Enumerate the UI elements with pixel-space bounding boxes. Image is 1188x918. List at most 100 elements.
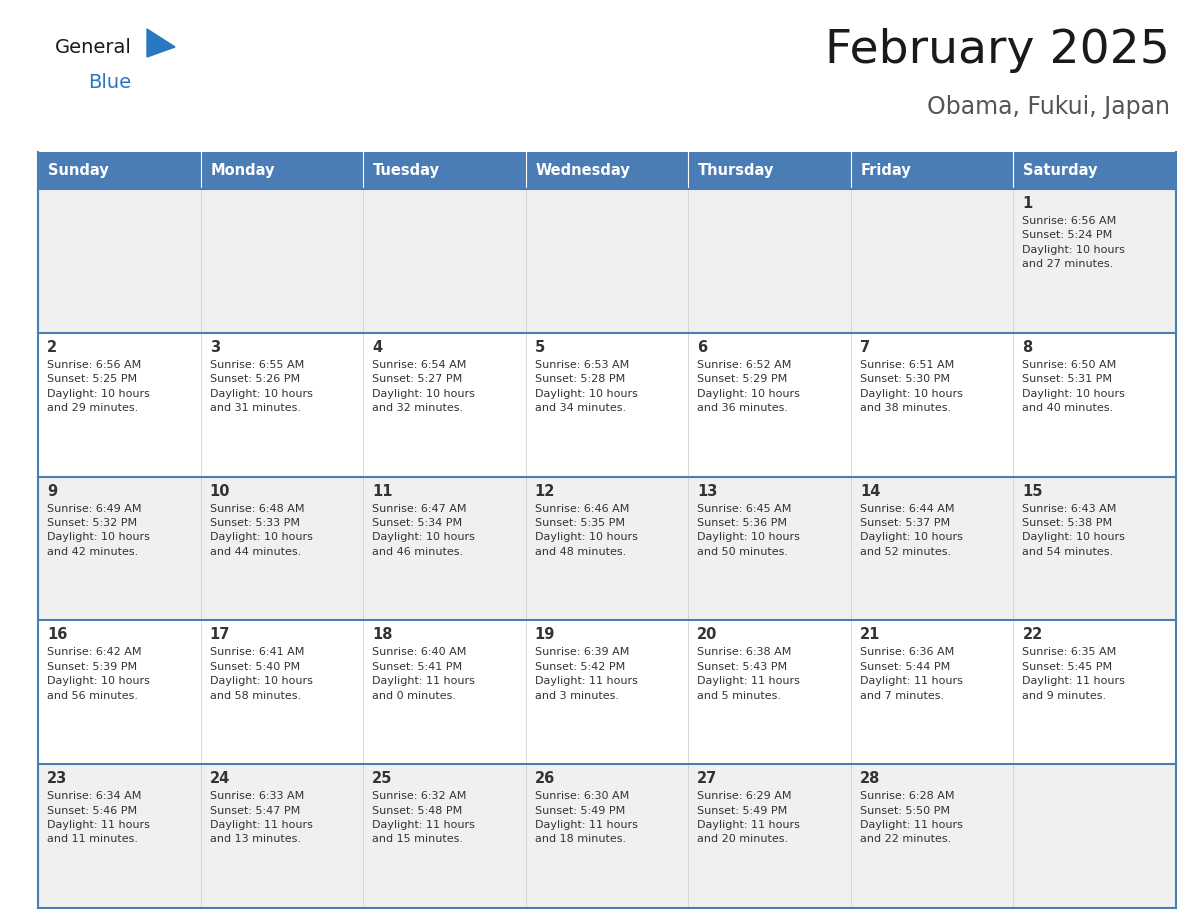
Bar bbox=[526, 333, 688, 476]
Bar bbox=[364, 189, 526, 333]
Text: 2: 2 bbox=[48, 340, 57, 354]
Bar bbox=[688, 621, 851, 764]
Text: 1: 1 bbox=[1023, 196, 1032, 211]
Text: 12: 12 bbox=[535, 484, 555, 498]
Bar bbox=[688, 152, 851, 189]
Bar bbox=[201, 189, 364, 333]
Bar bbox=[1013, 621, 1176, 764]
Polygon shape bbox=[147, 29, 175, 57]
Text: 9: 9 bbox=[48, 484, 57, 498]
Bar bbox=[851, 476, 1013, 621]
Bar bbox=[38, 764, 201, 908]
Bar bbox=[688, 333, 851, 476]
Text: 21: 21 bbox=[860, 627, 880, 643]
Bar bbox=[201, 333, 364, 476]
Text: 28: 28 bbox=[860, 771, 880, 786]
Text: 15: 15 bbox=[1023, 484, 1043, 498]
Text: Sunrise: 6:48 AM
Sunset: 5:33 PM
Daylight: 10 hours
and 44 minutes.: Sunrise: 6:48 AM Sunset: 5:33 PM Dayligh… bbox=[209, 504, 312, 557]
Text: Sunrise: 6:38 AM
Sunset: 5:43 PM
Daylight: 11 hours
and 5 minutes.: Sunrise: 6:38 AM Sunset: 5:43 PM Dayligh… bbox=[697, 647, 801, 700]
Text: Thursday: Thursday bbox=[699, 163, 775, 178]
Text: 4: 4 bbox=[372, 340, 383, 354]
Text: General: General bbox=[55, 38, 132, 57]
Text: Sunrise: 6:43 AM
Sunset: 5:38 PM
Daylight: 10 hours
and 54 minutes.: Sunrise: 6:43 AM Sunset: 5:38 PM Dayligh… bbox=[1023, 504, 1125, 557]
Bar bbox=[364, 764, 526, 908]
Bar bbox=[526, 476, 688, 621]
Bar bbox=[364, 333, 526, 476]
Text: 17: 17 bbox=[209, 627, 230, 643]
Bar bbox=[688, 476, 851, 621]
Text: 11: 11 bbox=[372, 484, 393, 498]
Text: Obama, Fukui, Japan: Obama, Fukui, Japan bbox=[927, 95, 1170, 119]
Text: Sunrise: 6:29 AM
Sunset: 5:49 PM
Daylight: 11 hours
and 20 minutes.: Sunrise: 6:29 AM Sunset: 5:49 PM Dayligh… bbox=[697, 791, 801, 845]
Text: Sunrise: 6:53 AM
Sunset: 5:28 PM
Daylight: 10 hours
and 34 minutes.: Sunrise: 6:53 AM Sunset: 5:28 PM Dayligh… bbox=[535, 360, 638, 413]
Text: Sunrise: 6:34 AM
Sunset: 5:46 PM
Daylight: 11 hours
and 11 minutes.: Sunrise: 6:34 AM Sunset: 5:46 PM Dayligh… bbox=[48, 791, 150, 845]
Text: Wednesday: Wednesday bbox=[536, 163, 631, 178]
Text: 8: 8 bbox=[1023, 340, 1032, 354]
Bar bbox=[38, 621, 201, 764]
Text: 20: 20 bbox=[697, 627, 718, 643]
Bar bbox=[201, 621, 364, 764]
Text: Sunrise: 6:49 AM
Sunset: 5:32 PM
Daylight: 10 hours
and 42 minutes.: Sunrise: 6:49 AM Sunset: 5:32 PM Dayligh… bbox=[48, 504, 150, 557]
Bar bbox=[201, 476, 364, 621]
Text: 14: 14 bbox=[860, 484, 880, 498]
Bar bbox=[1013, 189, 1176, 333]
Text: Sunrise: 6:33 AM
Sunset: 5:47 PM
Daylight: 11 hours
and 13 minutes.: Sunrise: 6:33 AM Sunset: 5:47 PM Dayligh… bbox=[209, 791, 312, 845]
Text: 23: 23 bbox=[48, 771, 68, 786]
Text: 22: 22 bbox=[1023, 627, 1043, 643]
Bar bbox=[201, 764, 364, 908]
Bar bbox=[38, 189, 201, 333]
Text: 7: 7 bbox=[860, 340, 870, 354]
Text: Sunrise: 6:42 AM
Sunset: 5:39 PM
Daylight: 10 hours
and 56 minutes.: Sunrise: 6:42 AM Sunset: 5:39 PM Dayligh… bbox=[48, 647, 150, 700]
Text: Sunrise: 6:35 AM
Sunset: 5:45 PM
Daylight: 11 hours
and 9 minutes.: Sunrise: 6:35 AM Sunset: 5:45 PM Dayligh… bbox=[1023, 647, 1125, 700]
Text: 3: 3 bbox=[209, 340, 220, 354]
Bar bbox=[851, 764, 1013, 908]
Text: Sunrise: 6:36 AM
Sunset: 5:44 PM
Daylight: 11 hours
and 7 minutes.: Sunrise: 6:36 AM Sunset: 5:44 PM Dayligh… bbox=[860, 647, 962, 700]
Text: 18: 18 bbox=[372, 627, 393, 643]
Text: Sunday: Sunday bbox=[48, 163, 109, 178]
Text: 25: 25 bbox=[372, 771, 392, 786]
Bar bbox=[851, 189, 1013, 333]
Text: Sunrise: 6:40 AM
Sunset: 5:41 PM
Daylight: 11 hours
and 0 minutes.: Sunrise: 6:40 AM Sunset: 5:41 PM Dayligh… bbox=[372, 647, 475, 700]
Text: Sunrise: 6:56 AM
Sunset: 5:25 PM
Daylight: 10 hours
and 29 minutes.: Sunrise: 6:56 AM Sunset: 5:25 PM Dayligh… bbox=[48, 360, 150, 413]
Text: Sunrise: 6:51 AM
Sunset: 5:30 PM
Daylight: 10 hours
and 38 minutes.: Sunrise: 6:51 AM Sunset: 5:30 PM Dayligh… bbox=[860, 360, 962, 413]
Bar bbox=[1013, 476, 1176, 621]
Text: Sunrise: 6:32 AM
Sunset: 5:48 PM
Daylight: 11 hours
and 15 minutes.: Sunrise: 6:32 AM Sunset: 5:48 PM Dayligh… bbox=[372, 791, 475, 845]
Text: Sunrise: 6:55 AM
Sunset: 5:26 PM
Daylight: 10 hours
and 31 minutes.: Sunrise: 6:55 AM Sunset: 5:26 PM Dayligh… bbox=[209, 360, 312, 413]
Bar bbox=[38, 333, 201, 476]
Bar bbox=[851, 333, 1013, 476]
Bar bbox=[526, 152, 688, 189]
Bar bbox=[526, 621, 688, 764]
Text: Sunrise: 6:30 AM
Sunset: 5:49 PM
Daylight: 11 hours
and 18 minutes.: Sunrise: 6:30 AM Sunset: 5:49 PM Dayligh… bbox=[535, 791, 638, 845]
Text: 13: 13 bbox=[697, 484, 718, 498]
Bar bbox=[1013, 152, 1176, 189]
Bar bbox=[526, 189, 688, 333]
Bar bbox=[851, 152, 1013, 189]
Bar bbox=[38, 476, 201, 621]
Text: February 2025: February 2025 bbox=[826, 28, 1170, 73]
Bar bbox=[364, 476, 526, 621]
Text: Blue: Blue bbox=[88, 73, 131, 93]
Text: Sunrise: 6:52 AM
Sunset: 5:29 PM
Daylight: 10 hours
and 36 minutes.: Sunrise: 6:52 AM Sunset: 5:29 PM Dayligh… bbox=[697, 360, 801, 413]
Text: 26: 26 bbox=[535, 771, 555, 786]
Text: Sunrise: 6:50 AM
Sunset: 5:31 PM
Daylight: 10 hours
and 40 minutes.: Sunrise: 6:50 AM Sunset: 5:31 PM Dayligh… bbox=[1023, 360, 1125, 413]
Text: Friday: Friday bbox=[861, 163, 911, 178]
Text: Saturday: Saturday bbox=[1023, 163, 1098, 178]
Bar bbox=[851, 621, 1013, 764]
Text: 10: 10 bbox=[209, 484, 230, 498]
Text: Sunrise: 6:28 AM
Sunset: 5:50 PM
Daylight: 11 hours
and 22 minutes.: Sunrise: 6:28 AM Sunset: 5:50 PM Dayligh… bbox=[860, 791, 962, 845]
Text: Sunrise: 6:44 AM
Sunset: 5:37 PM
Daylight: 10 hours
and 52 minutes.: Sunrise: 6:44 AM Sunset: 5:37 PM Dayligh… bbox=[860, 504, 962, 557]
Text: 5: 5 bbox=[535, 340, 545, 354]
Bar bbox=[1013, 764, 1176, 908]
Text: Sunrise: 6:46 AM
Sunset: 5:35 PM
Daylight: 10 hours
and 48 minutes.: Sunrise: 6:46 AM Sunset: 5:35 PM Dayligh… bbox=[535, 504, 638, 557]
Text: Sunrise: 6:39 AM
Sunset: 5:42 PM
Daylight: 11 hours
and 3 minutes.: Sunrise: 6:39 AM Sunset: 5:42 PM Dayligh… bbox=[535, 647, 638, 700]
Bar bbox=[688, 764, 851, 908]
Bar bbox=[526, 764, 688, 908]
Bar bbox=[38, 152, 201, 189]
Text: Sunrise: 6:56 AM
Sunset: 5:24 PM
Daylight: 10 hours
and 27 minutes.: Sunrise: 6:56 AM Sunset: 5:24 PM Dayligh… bbox=[1023, 216, 1125, 269]
Text: Sunrise: 6:45 AM
Sunset: 5:36 PM
Daylight: 10 hours
and 50 minutes.: Sunrise: 6:45 AM Sunset: 5:36 PM Dayligh… bbox=[697, 504, 801, 557]
Text: 19: 19 bbox=[535, 627, 555, 643]
Bar bbox=[201, 152, 364, 189]
Text: Monday: Monday bbox=[210, 163, 276, 178]
Text: Sunrise: 6:54 AM
Sunset: 5:27 PM
Daylight: 10 hours
and 32 minutes.: Sunrise: 6:54 AM Sunset: 5:27 PM Dayligh… bbox=[372, 360, 475, 413]
Bar bbox=[688, 189, 851, 333]
